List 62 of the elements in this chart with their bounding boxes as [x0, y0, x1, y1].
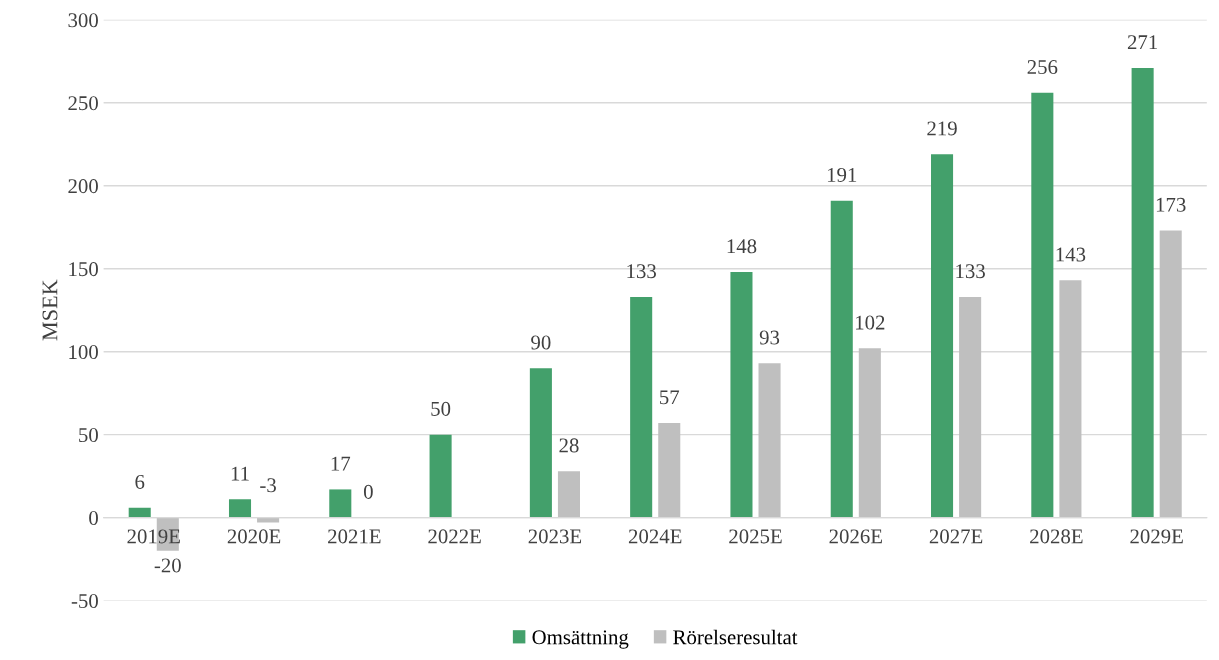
bar: [329, 489, 352, 518]
y-tick-label: 200: [68, 179, 98, 194]
legend-label: Omsättning: [532, 630, 629, 649]
bar: [931, 154, 954, 518]
data-label: 11: [231, 466, 249, 481]
x-tick-label: 2022E: [428, 529, 481, 544]
bar: [529, 368, 552, 518]
bar: [257, 517, 280, 523]
data-label: 256: [1027, 60, 1058, 75]
bar: [1059, 280, 1082, 518]
data-label: -20: [154, 558, 181, 573]
data-label: 133: [956, 264, 985, 279]
data-label: -3: [260, 478, 276, 493]
y-tick-label: 100: [69, 345, 98, 360]
data-label: 17: [331, 456, 351, 471]
bar: [730, 272, 753, 518]
data-label: 191: [827, 167, 857, 182]
bar: [858, 348, 881, 518]
x-tick-label: 2029E: [1130, 529, 1183, 544]
bar: [1131, 67, 1154, 518]
y-tick-label: 50: [79, 428, 98, 443]
data-label: 6: [135, 474, 145, 489]
data-label: 271: [1127, 35, 1157, 49]
x-tick-label: 2025E: [729, 529, 782, 544]
y-tick-label: 250: [68, 96, 98, 111]
data-label: 219: [927, 121, 957, 136]
y-tick-label: 300: [68, 13, 98, 28]
bar: [429, 434, 452, 518]
bar: [830, 200, 853, 518]
data-label: 102: [856, 315, 885, 330]
bar: [1031, 92, 1054, 518]
data-label: 90: [531, 335, 551, 350]
x-tick-label: 2019E: [127, 529, 180, 544]
bar: [758, 363, 781, 518]
y-tick-label: 0: [89, 511, 98, 526]
x-tick-label: 2023E: [528, 529, 582, 544]
bar: [959, 296, 982, 518]
data-label: 173: [1156, 197, 1186, 212]
x-tick-label: 2027E: [929, 529, 983, 544]
data-label: 28: [559, 438, 579, 453]
bar: [557, 471, 580, 518]
x-tick-label: 2020E: [227, 529, 281, 544]
bar: [128, 507, 151, 518]
bar: [1159, 230, 1182, 518]
data-label: 93: [759, 330, 780, 345]
x-tick-label: 2021E: [328, 529, 381, 544]
y-tick-label: -50: [71, 593, 98, 609]
x-tick-label: 2028E: [1030, 529, 1083, 544]
data-label: 148: [727, 239, 757, 254]
x-tick-label: 2026E: [829, 529, 882, 544]
data-label: 57: [660, 390, 680, 405]
data-label: 0: [363, 484, 373, 499]
data-label: 50: [431, 401, 451, 416]
data-label: 133: [627, 264, 656, 279]
bar: [658, 423, 681, 518]
legend-label: Rörelseresultat: [673, 629, 798, 645]
x-tick-label: 2024E: [628, 529, 682, 544]
y-tick-label: 150: [69, 262, 98, 277]
bar: [630, 296, 653, 518]
data-label: 143: [1056, 247, 1086, 262]
bar: [228, 499, 252, 518]
y-axis-title: MSEK: [42, 279, 58, 341]
